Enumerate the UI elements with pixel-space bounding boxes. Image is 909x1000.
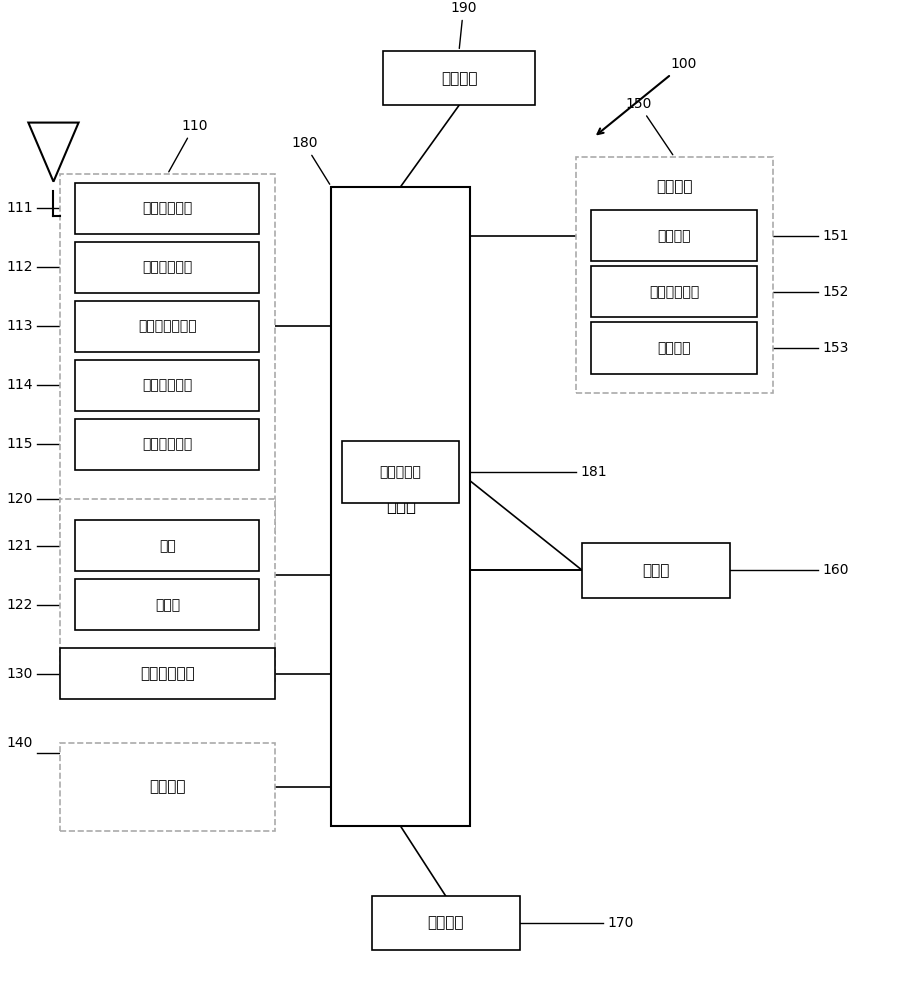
FancyBboxPatch shape [583,543,731,598]
Text: 感测单元: 感测单元 [149,779,185,794]
FancyBboxPatch shape [575,157,773,393]
Text: 112: 112 [6,260,33,274]
Text: A/V输入单元: A/V输入单元 [136,521,198,536]
Text: 位置信息模块: 位置信息模块 [143,437,193,451]
Text: 181: 181 [580,465,606,479]
FancyBboxPatch shape [60,743,275,831]
Text: 130: 130 [6,667,33,681]
Text: 移动通信模块: 移动通信模块 [143,260,193,274]
Text: 控制器: 控制器 [385,497,415,515]
Text: 短程通信模块: 短程通信模块 [143,378,193,392]
Text: 麦克风: 麦克风 [155,598,180,612]
FancyBboxPatch shape [75,242,259,293]
Text: 121: 121 [6,539,33,553]
Text: 音频输出模块: 音频输出模块 [649,285,699,299]
FancyBboxPatch shape [592,266,757,317]
Text: 照相: 照相 [159,539,175,553]
Text: 多媒体模块: 多媒体模块 [380,465,422,479]
Text: 153: 153 [823,341,849,355]
Text: 114: 114 [6,378,33,392]
FancyBboxPatch shape [60,648,275,699]
Text: 180: 180 [291,136,330,184]
Text: 警报单元: 警报单元 [657,341,691,355]
Text: 输出单元: 输出单元 [656,179,693,194]
FancyBboxPatch shape [75,520,259,571]
FancyBboxPatch shape [60,174,275,534]
Text: 接口单元: 接口单元 [427,915,464,930]
FancyBboxPatch shape [592,322,757,374]
Text: 110: 110 [169,119,207,172]
Text: 152: 152 [823,285,849,299]
Text: 113: 113 [6,319,33,333]
Text: 广播接收模块: 广播接收模块 [143,201,193,215]
Text: 151: 151 [823,229,849,243]
FancyBboxPatch shape [75,579,259,630]
FancyBboxPatch shape [75,183,259,234]
FancyBboxPatch shape [75,419,259,470]
Text: 170: 170 [607,916,634,930]
FancyBboxPatch shape [372,896,520,950]
FancyBboxPatch shape [592,210,757,261]
FancyBboxPatch shape [60,499,275,681]
Text: 122: 122 [6,598,33,612]
Text: 150: 150 [625,97,673,155]
Text: 120: 120 [6,492,33,506]
Text: 100: 100 [597,57,696,134]
FancyBboxPatch shape [383,51,535,105]
Text: 存储器: 存储器 [643,563,670,578]
Text: 140: 140 [6,736,33,750]
Text: 190: 190 [450,1,476,48]
FancyBboxPatch shape [75,301,259,352]
Text: 无线互联网模块: 无线互联网模块 [138,319,196,333]
FancyBboxPatch shape [75,360,259,411]
Text: 电源单元: 电源单元 [441,71,477,86]
FancyBboxPatch shape [331,187,470,826]
Text: 160: 160 [823,563,849,577]
FancyBboxPatch shape [343,441,459,503]
Text: 115: 115 [6,437,33,451]
Text: 无线通信单元: 无线通信单元 [140,196,195,211]
Text: 用户输入单元: 用户输入单元 [140,666,195,681]
Text: 显示单元: 显示单元 [657,229,691,243]
Text: 111: 111 [6,201,33,215]
